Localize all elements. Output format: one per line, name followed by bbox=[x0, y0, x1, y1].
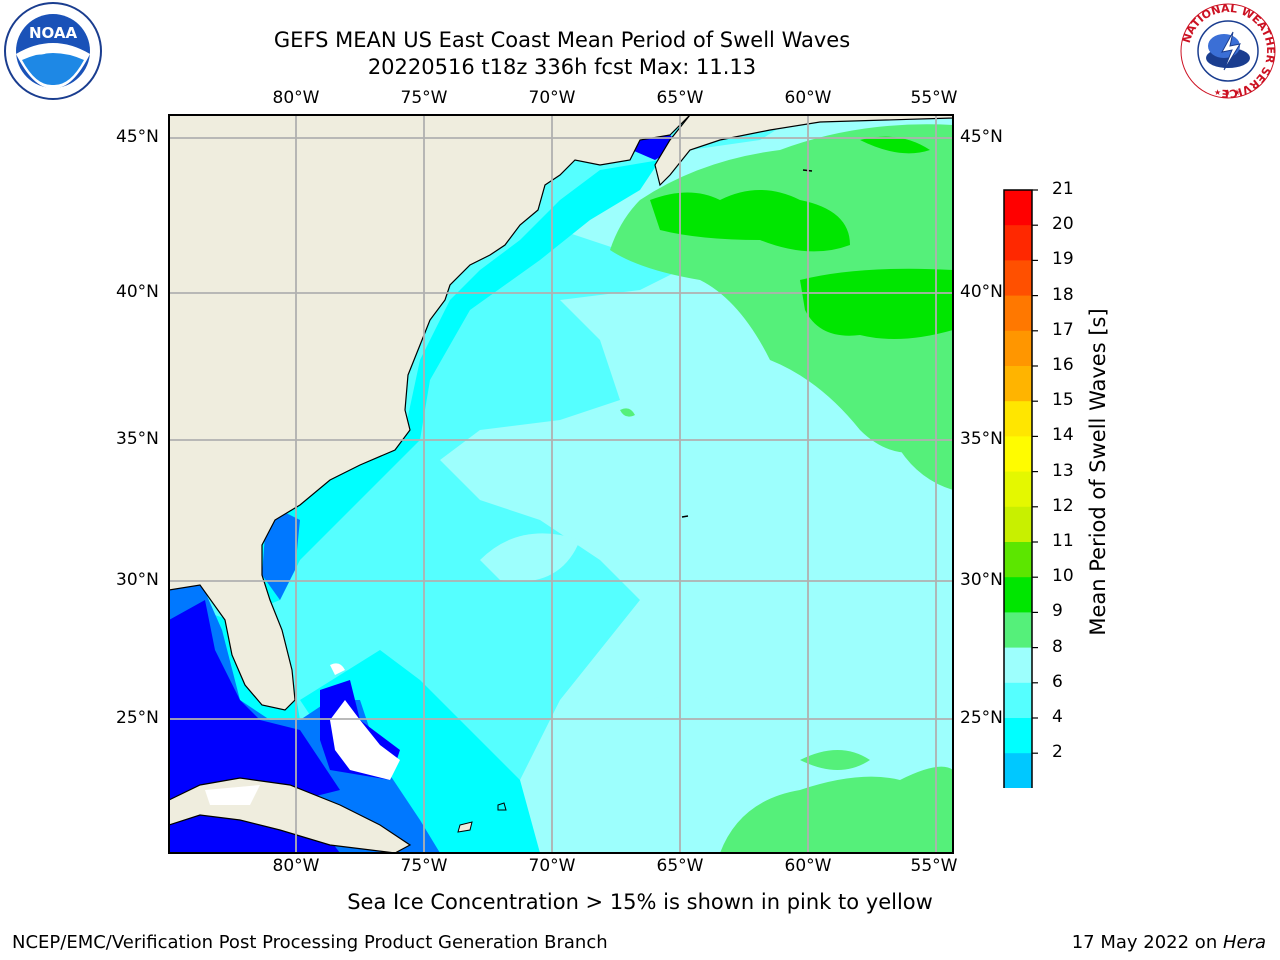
lat-label-left: 25°N bbox=[116, 708, 159, 728]
lat-label-left: 30°N bbox=[116, 570, 159, 590]
lon-label-bottom: 60°W bbox=[784, 856, 832, 876]
colorbar-tick-label: 15 bbox=[1052, 390, 1074, 411]
lon-label-bottom: 80°W bbox=[272, 856, 320, 876]
colorbar-segment bbox=[1004, 436, 1032, 473]
colorbar-segment bbox=[1004, 366, 1032, 402]
field-below-2s bbox=[169, 600, 340, 810]
colorbar-segment bbox=[1004, 506, 1032, 543]
lon-label-bottom: 70°W bbox=[528, 856, 576, 876]
graticule bbox=[169, 115, 953, 853]
colorbar-tick-label: 4 bbox=[1052, 707, 1063, 727]
lat-label-left: 40°N bbox=[116, 282, 159, 302]
colorbar-segment bbox=[1004, 330, 1032, 367]
colorbar-segment bbox=[1004, 753, 1032, 788]
colorbar-tick-label: 13 bbox=[1052, 460, 1074, 481]
footer-date-text: 17 May 2022 on bbox=[1071, 932, 1223, 953]
colorbar-label: Mean Period of Swell Waves [s] bbox=[1086, 308, 1110, 636]
colorbar-tick-label: 21 bbox=[1052, 179, 1074, 199]
map-title: GEFS MEAN US East Coast Mean Period of S… bbox=[273, 28, 851, 52]
colorbar-tick-label: 18 bbox=[1052, 284, 1074, 305]
lat-label-right: 40°N bbox=[960, 282, 1003, 302]
colorbar-tick-label: 14 bbox=[1052, 425, 1074, 446]
colorbar-tick-label: 12 bbox=[1052, 495, 1074, 516]
lat-label-left: 35°N bbox=[116, 429, 159, 449]
map-frame bbox=[168, 114, 954, 854]
lat-label-right: 35°N bbox=[960, 429, 1003, 449]
colorbar-segment bbox=[1004, 542, 1032, 578]
lon-label-top: 80°W bbox=[272, 88, 320, 108]
noaa-logo-text: NOAA bbox=[29, 24, 78, 42]
svg-text:★ ★ ★: ★ ★ ★ bbox=[1214, 88, 1241, 97]
colorbar-segment bbox=[1004, 225, 1032, 261]
nws-logo: NATIONAL WEATHER SERVICE ★ ★ ★ bbox=[1180, 2, 1277, 100]
colorbar-tick-label: 2 bbox=[1052, 742, 1063, 763]
field-10-11s bbox=[650, 190, 850, 252]
colorbar-tick-label: 20 bbox=[1052, 214, 1074, 235]
colorbar-segment bbox=[1004, 682, 1032, 719]
map-subtitle: 20220516 t18z 336h fcst Max: 11.13 bbox=[367, 55, 757, 79]
noaa-logo: NOAA bbox=[4, 2, 102, 100]
colorbar-segment bbox=[1004, 471, 1032, 508]
colorbar-tick-label: 16 bbox=[1052, 355, 1074, 375]
colorbar-segment bbox=[1004, 401, 1032, 437]
footer-date: 17 May 2022 on Hera bbox=[1072, 932, 1266, 953]
lon-label-top: 60°W bbox=[784, 88, 832, 108]
lon-label-bottom: 75°W bbox=[400, 856, 448, 876]
nova-scotia-land bbox=[654, 115, 953, 187]
colorbar-segment bbox=[1004, 295, 1032, 332]
colorbar-tick-label: 6 bbox=[1052, 671, 1063, 692]
lat-label-right: 45°N bbox=[960, 127, 1003, 147]
lon-label-top: 55°W bbox=[910, 88, 958, 108]
lat-label-right: 30°N bbox=[960, 570, 1003, 590]
footer-host: Hera bbox=[1222, 932, 1266, 953]
lon-label-top: 70°W bbox=[528, 88, 576, 108]
colorbar-segment bbox=[1004, 577, 1032, 613]
colorbar-tick-label: 19 bbox=[1052, 249, 1074, 270]
lon-label-bottom: 55°W bbox=[910, 856, 958, 876]
lon-label-top: 65°W bbox=[656, 88, 704, 108]
colorbar-tick-label: 10 bbox=[1052, 566, 1074, 587]
lat-label-right: 25°N bbox=[960, 708, 1003, 728]
colorbar-segment bbox=[1004, 718, 1032, 754]
colorbar-segment bbox=[1004, 190, 1032, 226]
colorbar-tick-label: 11 bbox=[1052, 531, 1074, 551]
footer-credit: NCEP/EMC/Verification Post Processing Pr… bbox=[12, 932, 608, 953]
colorbar-tick-label: 17 bbox=[1052, 319, 1074, 340]
colorbar bbox=[1003, 189, 1038, 788]
lat-label-left: 45°N bbox=[116, 127, 159, 147]
north-america-land bbox=[169, 115, 691, 711]
colorbar-segment bbox=[1004, 647, 1032, 684]
lon-label-top: 75°W bbox=[400, 88, 448, 108]
lon-label-bottom: 65°W bbox=[656, 856, 704, 876]
colorbar-tick-label: 9 bbox=[1052, 601, 1063, 622]
colorbar-segment bbox=[1004, 260, 1032, 297]
sea-ice-note: Sea Ice Concentration > 15% is shown in … bbox=[347, 890, 933, 914]
colorbar-tick-label: 8 bbox=[1052, 636, 1063, 657]
colorbar-segment bbox=[1004, 612, 1032, 649]
